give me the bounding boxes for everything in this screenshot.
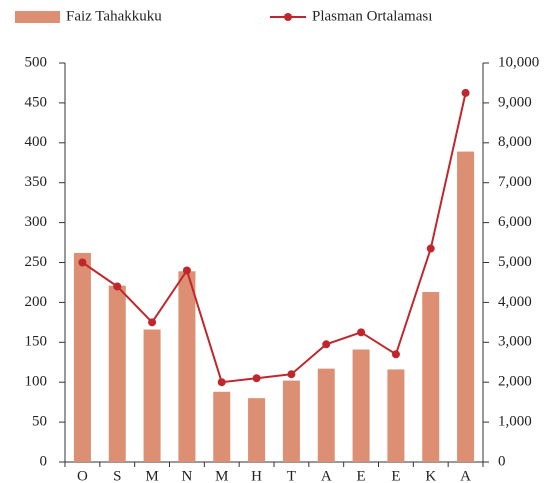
bar: [317, 368, 335, 462]
x-tick-label: T: [287, 468, 296, 483]
x-tick-label: K: [425, 468, 436, 483]
legend-marker: [284, 13, 292, 21]
line-marker: [252, 374, 261, 383]
y2-tick-label: 9,000: [498, 94, 532, 110]
line-marker: [148, 318, 157, 327]
bar: [422, 292, 440, 462]
legend-label: Faiz Tahakkuku: [66, 8, 162, 24]
y-tick-label: 200: [25, 294, 48, 310]
line-marker: [391, 350, 400, 359]
y2-tick-label: 10,000: [498, 54, 539, 70]
y-tick-label: 50: [32, 414, 47, 430]
line-marker: [322, 340, 331, 349]
line-marker: [78, 258, 87, 267]
legend-swatch: [15, 11, 60, 23]
y2-tick-label: 5,000: [498, 254, 532, 270]
y2-tick-label: 6,000: [498, 214, 532, 230]
y-tick-label: 300: [25, 214, 48, 230]
bar: [248, 398, 266, 462]
y-tick-label: 450: [25, 94, 48, 110]
bar: [73, 252, 91, 462]
y2-tick-label: 0: [498, 453, 506, 469]
line-marker: [217, 378, 226, 387]
y2-tick-label: 1,000: [498, 414, 532, 430]
bar: [108, 285, 126, 462]
x-tick-label: A: [460, 468, 471, 483]
bar: [178, 271, 196, 462]
x-tick-label: E: [356, 468, 365, 483]
line: [81, 92, 467, 384]
y-tick-label: 0: [40, 453, 48, 469]
y2-tick-label: 2,000: [498, 374, 532, 390]
y2-tick-label: 8,000: [498, 134, 532, 150]
legend-label: Plasman Ortalaması: [312, 8, 432, 24]
bar: [282, 380, 300, 462]
x-tick-label: S: [113, 468, 121, 483]
y2-tick-label: 7,000: [498, 174, 532, 190]
x-tick-label: H: [251, 468, 262, 483]
y-tick-label: 250: [25, 254, 48, 270]
y2-tick-label: 4,000: [498, 294, 532, 310]
line-marker: [287, 370, 296, 379]
y-tick-label: 350: [25, 174, 48, 190]
bar: [213, 391, 231, 462]
x-tick-label: M: [215, 468, 228, 483]
y-tick-label: 150: [25, 334, 48, 350]
line-marker: [182, 266, 191, 275]
line-marker: [113, 282, 122, 291]
x-tick-label: O: [77, 468, 88, 483]
line-marker: [357, 328, 366, 337]
bar: [143, 329, 161, 462]
bar: [457, 151, 475, 462]
x-tick-label: M: [145, 468, 158, 483]
x-tick-label: A: [321, 468, 332, 483]
x-tick-label: N: [181, 468, 192, 483]
x-tick-label: E: [391, 468, 400, 483]
y2-tick-label: 3,000: [498, 334, 532, 350]
line-marker: [426, 244, 435, 253]
y-tick-label: 400: [25, 134, 48, 150]
bar: [387, 369, 405, 462]
bar: [352, 349, 370, 462]
line-marker: [461, 88, 470, 97]
y-tick-label: 500: [25, 54, 48, 70]
y-tick-label: 100: [25, 374, 48, 390]
